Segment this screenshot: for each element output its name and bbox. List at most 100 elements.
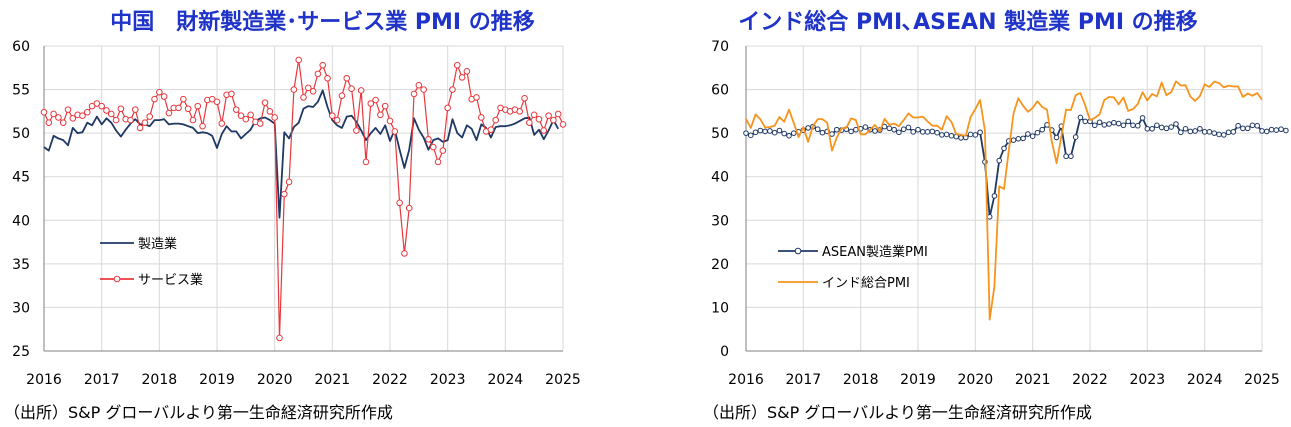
data-point bbox=[1230, 129, 1237, 135]
data-point bbox=[290, 86, 298, 93]
data-point bbox=[934, 129, 940, 136]
china-pmi-panel: 中国 財新製造業･サービス業 PMI の推移 25 30 35 40 45 50 55 60 2… bbox=[0, 0, 645, 427]
data-point bbox=[915, 126, 921, 133]
data-point bbox=[1268, 126, 1275, 133]
data-point bbox=[1201, 129, 1208, 135]
data-point bbox=[353, 127, 360, 134]
data-point bbox=[896, 129, 902, 136]
data-point bbox=[805, 125, 811, 131]
data-point bbox=[1244, 125, 1251, 132]
data-point bbox=[473, 94, 480, 101]
data-point bbox=[853, 126, 859, 133]
data-point bbox=[919, 129, 926, 135]
data-point bbox=[1039, 126, 1046, 133]
x-tick-label: 2024 bbox=[488, 372, 524, 388]
data-point bbox=[972, 132, 979, 138]
data-point bbox=[386, 117, 394, 125]
data-point bbox=[136, 124, 144, 132]
data-point bbox=[256, 120, 264, 127]
data-point bbox=[295, 56, 302, 64]
data-point bbox=[1225, 129, 1232, 136]
data-point bbox=[771, 129, 778, 136]
data-point bbox=[967, 131, 974, 138]
data-point bbox=[59, 119, 67, 126]
source-note: （出所）S&P グローバルより第一生命経済研究所作成 bbox=[703, 403, 1092, 422]
y-tick-label: 20 bbox=[711, 257, 729, 273]
data-point bbox=[1115, 120, 1122, 127]
data-point bbox=[141, 119, 149, 126]
data-point bbox=[559, 121, 567, 128]
data-point bbox=[401, 250, 408, 257]
data-point bbox=[924, 129, 931, 135]
data-point bbox=[948, 132, 955, 139]
data-point bbox=[1029, 133, 1036, 139]
india-asean-pmi-chart: 0 10 20 30 40 50 60 70 2016 2017 2018 2019 2020 2021 2… bbox=[711, 39, 1289, 388]
data-point bbox=[1010, 137, 1017, 143]
x-tick-label: 2024 bbox=[1187, 372, 1223, 388]
data-point bbox=[266, 108, 274, 115]
y-tick-label: 30 bbox=[711, 213, 729, 229]
data-point bbox=[242, 115, 250, 123]
data-point bbox=[1034, 129, 1041, 136]
data-point bbox=[329, 112, 336, 120]
data-point bbox=[776, 127, 783, 134]
data-point bbox=[458, 74, 466, 81]
data-point bbox=[833, 126, 840, 133]
data-point bbox=[45, 119, 53, 126]
x-tick-label: 2022 bbox=[372, 372, 408, 388]
y-tick-label: 50 bbox=[711, 126, 729, 142]
data-point bbox=[463, 67, 471, 75]
data-point bbox=[79, 112, 86, 120]
y-tick-label: 55 bbox=[12, 83, 30, 99]
x-tick-label: 2017 bbox=[786, 372, 822, 388]
data-point bbox=[425, 135, 432, 143]
data-point bbox=[348, 85, 355, 92]
data-point bbox=[762, 128, 768, 135]
data-point bbox=[781, 130, 788, 137]
data-point bbox=[752, 129, 759, 136]
data-point bbox=[1015, 136, 1022, 142]
y-tick-label: 50 bbox=[12, 126, 30, 142]
data-point bbox=[180, 95, 187, 103]
x-tick-label: 2019 bbox=[199, 372, 235, 388]
y-tick-label: 70 bbox=[711, 39, 729, 55]
data-point bbox=[1025, 131, 1031, 137]
data-point bbox=[829, 131, 835, 137]
x-tick-label: 2025 bbox=[1244, 372, 1280, 388]
chart-title: インド総合 PMI､ASEAN 製造業 PMI の推移 bbox=[738, 10, 1198, 35]
data-point bbox=[410, 90, 418, 98]
data-point bbox=[492, 116, 500, 124]
data-point bbox=[213, 98, 221, 106]
y-tick-label: 10 bbox=[711, 300, 729, 316]
data-point bbox=[1187, 128, 1194, 135]
data-point bbox=[1020, 135, 1026, 142]
data-point bbox=[343, 74, 351, 82]
x-tick-label: 2021 bbox=[315, 372, 351, 388]
data-point bbox=[1249, 122, 1256, 129]
legend-marker bbox=[794, 247, 802, 255]
y-tick-label: 40 bbox=[12, 213, 30, 229]
data-point bbox=[261, 99, 269, 106]
data-point bbox=[285, 178, 293, 186]
x-tick-label: 2025 bbox=[545, 372, 581, 388]
data-point bbox=[1197, 125, 1203, 132]
y-tick-label: 30 bbox=[12, 300, 30, 316]
data-point bbox=[530, 111, 538, 119]
data-point bbox=[747, 132, 754, 139]
data-point bbox=[276, 334, 283, 342]
y-tick-label: 60 bbox=[711, 83, 729, 99]
source-note: （出所）S&P グローバルより第一生命経済研究所作成 bbox=[4, 403, 393, 422]
data-point bbox=[1192, 128, 1198, 134]
y-tick-label: 40 bbox=[711, 170, 729, 186]
data-point bbox=[237, 112, 245, 120]
data-point bbox=[50, 110, 57, 118]
data-point bbox=[814, 126, 821, 133]
india-asean-pmi-panel: インド総合 PMI､ASEAN 製造業 PMI の推移 0 10 20 30 40 50 6… bbox=[645, 0, 1291, 427]
data-point bbox=[996, 157, 1003, 164]
data-point bbox=[420, 86, 427, 93]
data-point bbox=[271, 114, 278, 121]
data-point bbox=[324, 74, 331, 82]
data-point bbox=[367, 100, 375, 107]
data-point bbox=[372, 96, 379, 104]
data-point bbox=[1263, 128, 1270, 135]
